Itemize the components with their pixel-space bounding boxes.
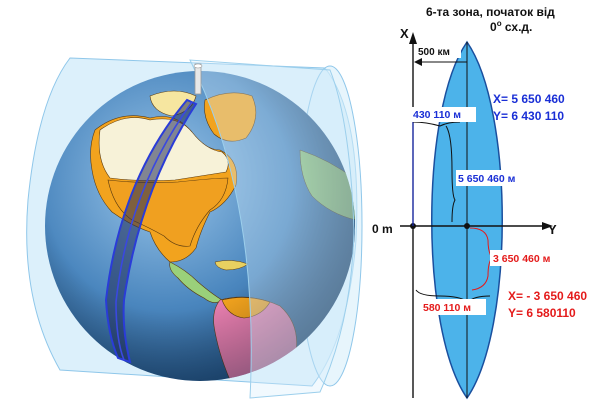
red-value-bg: [420, 299, 486, 315]
y-axis-label: Y: [548, 222, 557, 237]
zone-meridian: [115, 101, 193, 361]
zone-title-line1: 6-та зона, початок від: [426, 5, 555, 19]
globe-axis: [194, 63, 202, 95]
blue-value-bg: [456, 170, 528, 186]
blue-brace-y: [412, 121, 461, 127]
x-axis-label: X: [400, 26, 409, 41]
blue-label-bg: [410, 107, 476, 122]
blue-x-coord: X= 5 650 460: [493, 92, 565, 106]
cylinder-front: [189, 59, 355, 399]
red-x-coord: X= - 3 650 460: [508, 289, 587, 303]
blue-y-coord: Y= 6 430 110: [493, 109, 564, 123]
red-label-bg: [490, 250, 566, 266]
blue-y-offset-label: 430 110 м: [413, 109, 461, 121]
zone-strip: [104, 98, 198, 364]
zone-projection: [400, 32, 566, 400]
origin-label: 0 m: [372, 222, 393, 236]
x-axis-arrow: [409, 32, 417, 44]
center-point: [464, 223, 470, 229]
red-x-offset-label: 3 650 460 м: [493, 253, 551, 265]
measure-500-label: 500 км: [418, 47, 450, 58]
red-y-offset-label: 580 110 м: [423, 302, 471, 314]
blue-x-offset-label: 5 650 460 м: [458, 173, 516, 185]
blue-brace-x: [445, 125, 456, 223]
globe-illustration: [26, 57, 363, 399]
y-axis-arrow: [542, 222, 553, 230]
red-brace-y: [415, 289, 491, 303]
red-y-coord: Y= 6 580110: [508, 306, 576, 320]
zone-title-line2: 0o сх.д.: [490, 19, 532, 34]
